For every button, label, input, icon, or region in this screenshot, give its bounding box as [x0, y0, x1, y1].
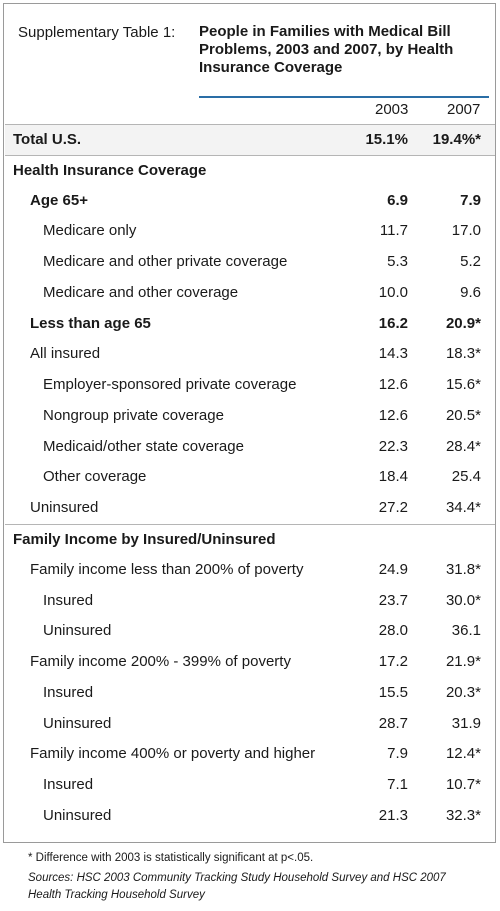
value-2007: 36.1	[451, 622, 481, 639]
table-row: Family income 400% or poverty and higher…	[5, 739, 495, 770]
value-2007: 34.4*	[445, 499, 481, 516]
table-row: Insured 7.1 10.7*	[5, 770, 495, 801]
table-row: Total U.S. 15.1% 19.4%*	[5, 124, 495, 156]
table-row: Medicare only 11.7 17.0	[5, 216, 495, 247]
value-2003: 10.0	[378, 284, 408, 301]
value-2007: 18.3*	[445, 345, 481, 362]
value-2007: 5.2	[460, 253, 481, 270]
value-2003: 11.7	[379, 222, 408, 239]
value-2003: 14.3	[378, 345, 408, 362]
value-2003: 12.6	[378, 376, 408, 393]
table-row: Family income less than 200% of poverty …	[5, 555, 495, 586]
row-label: All insured	[30, 345, 101, 362]
value-2003: 28.7	[378, 715, 408, 732]
table-row: Employer-sponsored private coverage 12.6…	[5, 370, 495, 401]
value-2007: 10.7*	[445, 776, 481, 793]
row-label: Family income 200% - 399% of poverty	[30, 653, 291, 670]
table-row: Medicare and other private coverage 5.3 …	[5, 247, 495, 278]
row-label: Medicare only	[43, 222, 137, 239]
value-2007: 20.5*	[445, 407, 481, 424]
value-2003: 17.2	[378, 653, 408, 670]
value-2007: 19.4%*	[432, 131, 481, 148]
value-2003: 24.9	[378, 561, 408, 578]
col-header-2003: 2003	[375, 101, 409, 118]
value-2007: 21.9*	[445, 653, 481, 670]
table-row: Insured 23.7 30.0*	[5, 586, 495, 617]
row-label: Less than age 65	[30, 315, 151, 332]
table-row: Nongroup private coverage 12.6 20.5*	[5, 401, 495, 432]
table-row: Medicare and other coverage 10.0 9.6	[5, 278, 495, 309]
table-row: Age 65+ 6.9 7.9	[5, 186, 495, 217]
value-2007: 31.9	[451, 715, 481, 732]
significance-footnote: * Difference with 2003 is statistically …	[28, 852, 314, 864]
row-label: Age 65+	[30, 192, 88, 209]
value-2003: 5.3	[387, 253, 408, 270]
table-row: Uninsured 28.7 31.9	[5, 709, 495, 740]
value-2003: 12.6	[378, 407, 408, 424]
table-row: Other coverage 18.4 25.4	[5, 462, 495, 493]
table-row: Uninsured 28.0 36.1	[5, 616, 495, 647]
table-row: All insured 14.3 18.3*	[5, 339, 495, 370]
row-label: Family income 400% or poverty and higher	[30, 745, 316, 762]
value-2003: 21.3	[378, 807, 408, 824]
table-title: People in Families with Medical Bill Pro…	[199, 23, 454, 76]
value-2007: 17.0	[451, 222, 481, 239]
section-header-row: Family Income by Insured/Uninsured	[5, 524, 495, 556]
row-label: Uninsured	[30, 499, 99, 516]
value-2003: 23.7	[378, 592, 408, 609]
row-label: Total U.S.	[13, 131, 82, 148]
row-label: Employer-sponsored private coverage	[43, 376, 297, 393]
value-2007: 20.3*	[445, 684, 481, 701]
row-label: Family income less than 200% of poverty	[30, 561, 304, 578]
row-label: Nongroup private coverage	[43, 407, 224, 424]
row-label: Uninsured	[43, 807, 112, 824]
value-2007: 15.6*	[445, 376, 481, 393]
section-label: Family Income by Insured/Uninsured	[13, 531, 276, 548]
value-2003: 7.9	[387, 745, 408, 762]
row-label: Insured	[43, 592, 94, 609]
row-label: Medicare and other private coverage	[43, 253, 288, 270]
value-2007: 30.0*	[445, 592, 481, 609]
row-label: Uninsured	[43, 715, 112, 732]
col-header-2007: 2007	[447, 101, 481, 118]
section-label: Health Insurance Coverage	[13, 162, 207, 179]
title-underline	[199, 96, 489, 98]
value-2007: 20.9*	[445, 315, 481, 332]
value-2007: 31.8*	[445, 561, 481, 578]
value-2007: 25.4	[451, 468, 481, 485]
value-2003: 15.1%	[365, 131, 408, 148]
value-2003: 22.3	[378, 438, 408, 455]
value-2003: 7.1	[387, 776, 408, 793]
row-label: Insured	[43, 776, 94, 793]
value-2007: 12.4*	[445, 745, 481, 762]
table-row: Insured 15.5 20.3*	[5, 678, 495, 709]
table-row: Family income 200% - 399% of poverty 17.…	[5, 647, 495, 678]
table-label: Supplementary Table 1:	[18, 24, 176, 41]
value-2003: 18.4	[378, 468, 408, 485]
table-row: Uninsured 27.2 34.4*	[5, 493, 495, 524]
sources-note: Sources: HSC 2003 Community Tracking Stu…	[28, 872, 446, 901]
table-frame: Supplementary Table 1: People in Familie…	[3, 3, 496, 843]
table-row: Less than age 65 16.2 20.9*	[5, 309, 495, 340]
value-2003: 27.2	[378, 499, 408, 516]
value-2003: 15.5	[378, 684, 408, 701]
value-2007: 9.6	[460, 284, 481, 301]
row-label: Medicare and other coverage	[43, 284, 239, 301]
value-2007: 32.3*	[445, 807, 481, 824]
section-header-row: Health Insurance Coverage	[5, 155, 495, 187]
value-2003: 6.9	[387, 192, 408, 209]
row-label: Other coverage	[43, 468, 147, 485]
value-2003: 16.2	[378, 315, 408, 332]
table-row: Uninsured 21.3 32.3*	[5, 801, 495, 832]
row-label: Medicaid/other state coverage	[43, 438, 244, 455]
table-row: Medicaid/other state coverage 22.3 28.4*	[5, 432, 495, 463]
value-2007: 28.4*	[445, 438, 481, 455]
row-label: Uninsured	[43, 622, 112, 639]
row-label: Insured	[43, 684, 94, 701]
value-2003: 28.0	[378, 622, 408, 639]
value-2007: 7.9	[460, 192, 481, 209]
